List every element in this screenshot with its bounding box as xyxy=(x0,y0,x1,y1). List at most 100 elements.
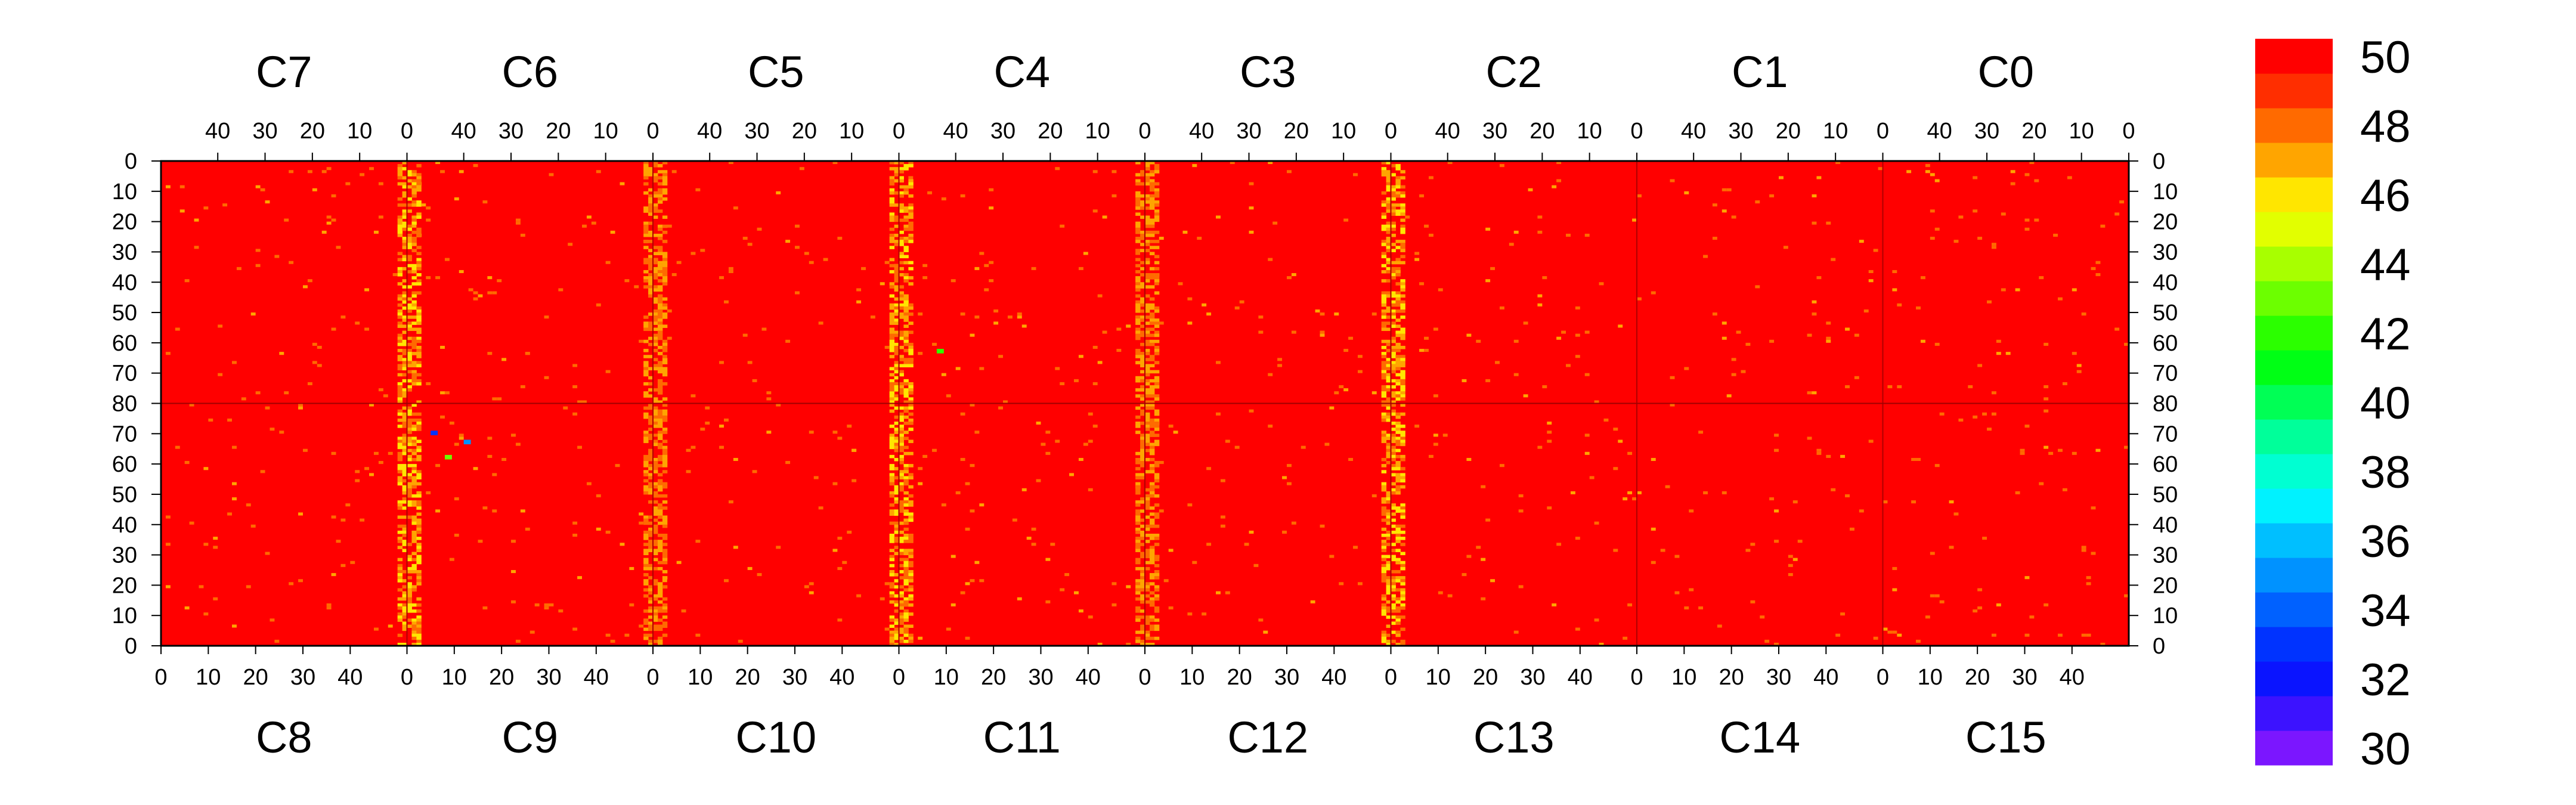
colorbar-segment xyxy=(2255,212,2333,247)
heatmap-cell xyxy=(407,327,412,332)
heatmap-cell xyxy=(818,506,823,510)
heatmap-cell xyxy=(889,473,895,476)
heatmap-cell xyxy=(899,391,904,395)
heatmap-cell xyxy=(648,434,654,437)
heatmap-cell xyxy=(657,582,663,586)
heatmap-cell xyxy=(648,521,654,525)
heatmap-cell xyxy=(1381,167,1387,171)
heatmap-cell xyxy=(643,261,649,265)
heatmap-cell xyxy=(648,451,654,456)
heatmap-cell xyxy=(1395,297,1401,301)
heatmap-cell xyxy=(1419,282,1425,286)
x-tick-label-bottom: 20 xyxy=(1473,665,1498,690)
x-tick-label-top: 10 xyxy=(1823,119,1848,144)
heatmap-cell xyxy=(894,552,899,556)
heatmap-cell xyxy=(738,639,743,643)
heatmap-cell xyxy=(1386,258,1391,262)
heatmap-cell xyxy=(1149,442,1155,447)
heatmap-cell xyxy=(1149,576,1155,580)
heatmap-cell xyxy=(1159,509,1164,513)
heatmap-cell xyxy=(397,546,403,549)
heatmap-cell xyxy=(899,500,904,504)
heatmap-cell xyxy=(1424,336,1429,340)
heatmap-cell xyxy=(2058,297,2063,301)
heatmap-cell xyxy=(889,246,895,249)
heatmap-cell xyxy=(1670,376,1675,379)
heatmap-cell xyxy=(184,606,190,610)
heatmap-cell xyxy=(1381,603,1387,607)
heatmap-cell xyxy=(2095,261,2101,264)
heatmap-cell xyxy=(662,576,668,580)
heatmap-cell xyxy=(643,439,649,444)
heatmap-cell xyxy=(1249,530,1254,534)
heatmap-cell xyxy=(700,249,705,252)
heatmap-cell xyxy=(1826,454,1831,458)
heatmap-cell xyxy=(884,261,890,264)
heatmap-cell xyxy=(1391,506,1396,510)
heatmap-cell xyxy=(903,333,909,338)
heatmap-cell xyxy=(416,630,422,634)
heatmap-cell xyxy=(407,203,412,207)
heatmap-cell xyxy=(662,306,668,310)
heatmap-cell xyxy=(1339,582,1344,586)
heatmap-cell xyxy=(1689,509,1694,513)
heatmap-cell xyxy=(1395,431,1401,434)
heatmap-cell xyxy=(1433,327,1438,331)
heatmap-cell xyxy=(411,188,417,192)
heatmap-cell xyxy=(402,209,407,213)
heatmap-cell xyxy=(899,591,904,595)
heatmap-cell xyxy=(903,576,909,580)
heatmap-cell xyxy=(416,573,422,577)
x-tick-label-bottom: 40 xyxy=(829,665,854,690)
heatmap-cell xyxy=(1145,382,1150,386)
heatmap-cell xyxy=(908,494,914,498)
heatmap-cell xyxy=(1154,324,1160,328)
heatmap-cell xyxy=(1007,315,1013,319)
heatmap-cell xyxy=(478,294,483,298)
heatmap-cell xyxy=(1149,197,1155,201)
heatmap-cell xyxy=(1556,179,1562,182)
heatmap-cell xyxy=(586,215,592,219)
heatmap-cell xyxy=(894,264,899,267)
heatmap-cell xyxy=(1400,345,1405,349)
heatmap-cell xyxy=(203,467,209,470)
heatmap-cell xyxy=(889,203,895,207)
heatmap-cell xyxy=(402,445,407,450)
heatmap-cell xyxy=(487,352,493,355)
heatmap-cell xyxy=(279,352,284,355)
heatmap-cell xyxy=(643,167,649,171)
heatmap-cell xyxy=(1391,597,1396,601)
heatmap-cell xyxy=(1977,588,1983,592)
heatmap-cell xyxy=(1140,352,1145,355)
heatmap-cell xyxy=(1149,276,1155,280)
heatmap-cell xyxy=(643,270,649,274)
heatmap-cell xyxy=(648,606,654,610)
x-tick-label-bottom: 20 xyxy=(1965,665,1990,690)
heatmap-cell xyxy=(544,376,549,379)
heatmap-cell xyxy=(894,642,899,646)
heatmap-cell xyxy=(747,361,753,364)
heatmap-cell xyxy=(416,327,422,332)
heatmap-cell xyxy=(1400,376,1405,380)
heatmap-cell xyxy=(1386,615,1391,619)
heatmap-cell xyxy=(908,585,914,589)
heatmap-cell xyxy=(648,488,654,492)
heatmap-cell xyxy=(1381,352,1387,355)
heatmap-cell xyxy=(1949,500,1954,504)
heatmap-cell xyxy=(648,285,654,289)
heatmap-cell xyxy=(1154,282,1159,286)
heatmap-cell xyxy=(1135,191,1141,195)
heatmap-cell xyxy=(1386,364,1391,368)
heatmap-cell xyxy=(1934,227,1940,231)
heatmap-cell xyxy=(411,321,417,325)
heatmap-cell xyxy=(1154,543,1160,546)
x-tick-label-top: 0 xyxy=(893,119,905,144)
heatmap-cell xyxy=(1381,309,1387,313)
heatmap-cell xyxy=(1140,588,1145,592)
heatmap-cell xyxy=(1400,442,1405,447)
heatmap-cell xyxy=(1135,327,1141,332)
heatmap-cell xyxy=(894,309,899,313)
heatmap-cell xyxy=(402,185,407,189)
heatmap-cell xyxy=(1135,173,1141,177)
heatmap-cell xyxy=(903,261,909,265)
